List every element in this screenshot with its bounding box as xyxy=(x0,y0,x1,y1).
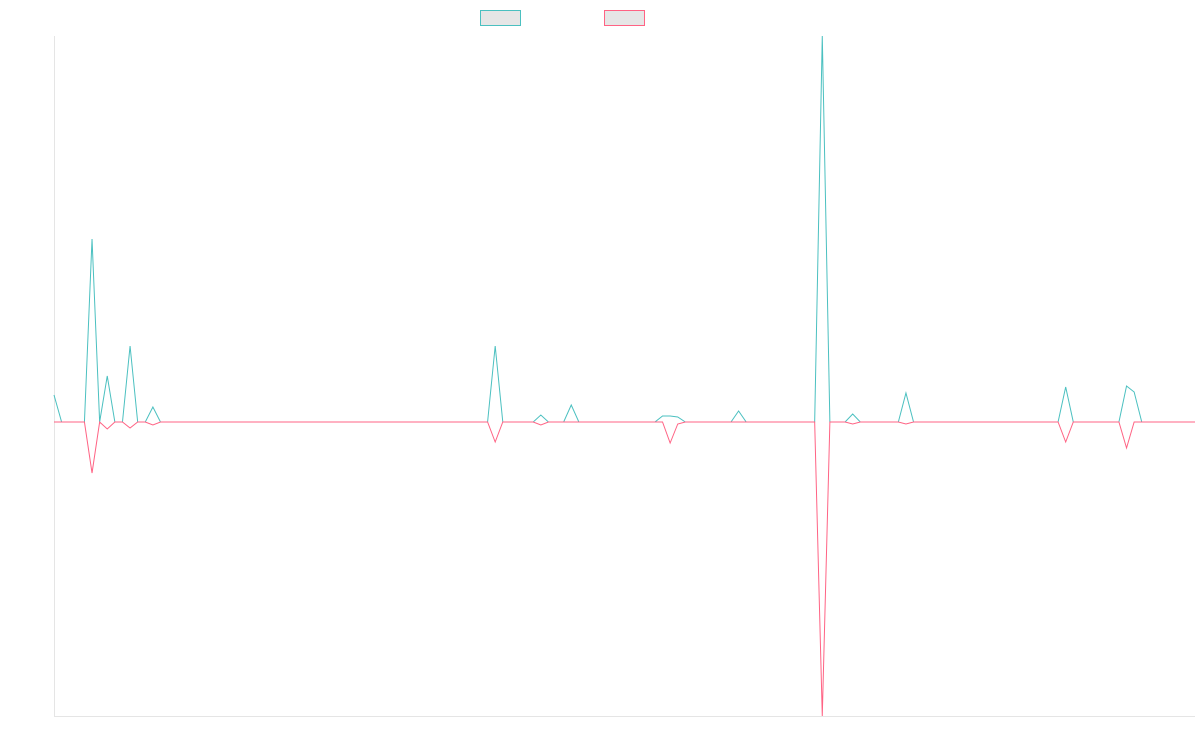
legend-box xyxy=(604,10,645,26)
series-line xyxy=(54,420,1195,717)
series-line xyxy=(53,35,1195,423)
legend-box xyxy=(480,10,521,26)
